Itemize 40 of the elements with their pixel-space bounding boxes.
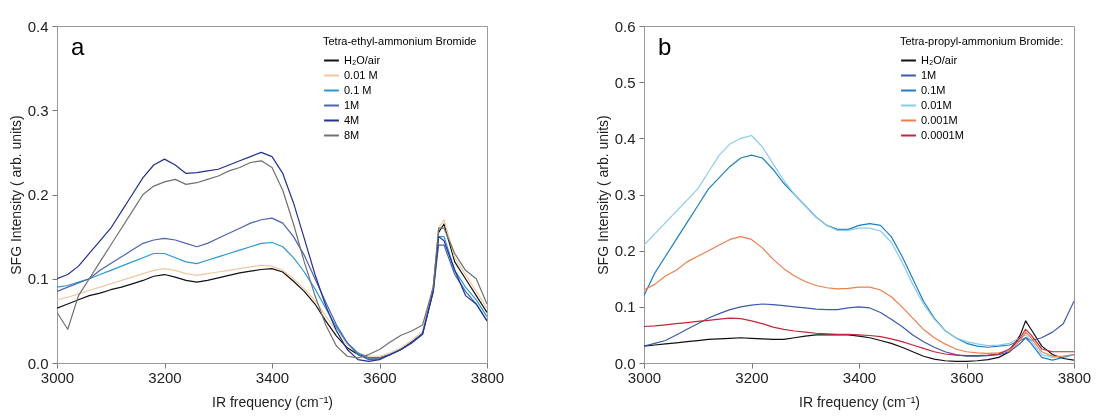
legend-label: 8M xyxy=(344,128,360,141)
line-series xyxy=(644,236,1074,357)
legend-label: 0.1M xyxy=(921,83,946,96)
legend-label: 1M xyxy=(344,98,360,111)
y-tick-label: 0.4 xyxy=(614,129,636,147)
x-tick-label: 3600 xyxy=(363,368,397,386)
legend-label: H₂O/air xyxy=(921,53,958,66)
x-tick-label: 3800 xyxy=(470,368,505,386)
annotation: b xyxy=(658,33,672,60)
y-axis-title: SFG Intensity ( arb. units) xyxy=(7,115,24,275)
legend-label: 0.001M xyxy=(921,113,958,126)
y-tick-label: 0.1 xyxy=(614,298,636,316)
y-tick-label: 0.2 xyxy=(27,186,49,203)
x-axis-title: IR frequency (cm⁻¹) xyxy=(799,393,920,410)
x-tick-label: 3200 xyxy=(735,368,769,386)
legend-label: 0.01M xyxy=(921,98,952,111)
x-tick-label: 3600 xyxy=(950,368,984,386)
legend-label: 4M xyxy=(344,113,360,126)
legend-label: 0.1 M xyxy=(344,83,372,96)
legend-title: Tetra-ethyl-ammonium Bromide xyxy=(323,35,477,47)
legend-label: H₂O/air xyxy=(344,53,381,66)
legend-label: 0.0001M xyxy=(921,128,964,141)
x-axis-title: IR frequency (cm⁻¹) xyxy=(212,393,333,410)
x-tick-label: 3800 xyxy=(1057,368,1092,386)
legend-title: Tetra-propyl-ammonium Bromide: xyxy=(900,35,1064,47)
y-tick-label: 0.4 xyxy=(27,17,49,35)
y-tick-label: 0.1 xyxy=(27,270,49,288)
y-axis-title: SFG Intensity ( arb. units) xyxy=(594,115,611,275)
y-tick-label: 0.2 xyxy=(614,242,636,260)
y-tick-label: 0.6 xyxy=(614,17,636,35)
legend-label: 1M xyxy=(921,68,937,81)
annotation: a xyxy=(71,33,85,60)
x-tick-label: 3400 xyxy=(255,368,290,386)
x-tick-label: 3200 xyxy=(148,368,182,386)
line-series xyxy=(644,300,1074,357)
y-tick-label: 0.5 xyxy=(614,73,636,91)
x-tick-label: 3400 xyxy=(842,368,877,386)
y-tick-label: 0.3 xyxy=(614,186,636,203)
y-tick-label: 0.3 xyxy=(27,101,49,119)
legend-label: 0.01 M xyxy=(344,68,378,81)
